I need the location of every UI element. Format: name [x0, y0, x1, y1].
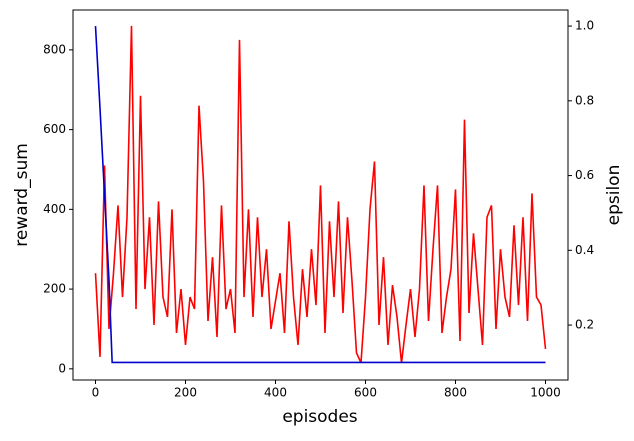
- x-axis-label: episodes: [282, 407, 357, 427]
- y-tick-label: 200: [43, 282, 66, 296]
- y-tick-label: 0: [58, 361, 66, 375]
- y-axis-label: reward_sum: [12, 143, 32, 247]
- y2-axis-label: epsilon: [604, 165, 624, 226]
- y2-tick-label: 0.8: [575, 93, 594, 107]
- x-tick-label: 0: [92, 386, 100, 400]
- plot-frame: [72, 9, 569, 381]
- y2-tick-label: 0.6: [575, 168, 594, 182]
- x-tick-label: 1000: [530, 386, 561, 400]
- x-tick-label: 200: [174, 386, 197, 400]
- y2-tick-label: 0.2: [575, 318, 594, 332]
- y2-tick-label: 0.4: [575, 243, 594, 257]
- y-tick-label: 600: [43, 122, 66, 136]
- data-line: [94, 26, 546, 364]
- y2-tick-label: 1.0: [575, 19, 594, 33]
- x-tick-label: 800: [444, 386, 467, 400]
- y-tick-label: 400: [43, 202, 66, 216]
- x-tick-label: 600: [354, 386, 377, 400]
- data-line: [94, 25, 547, 364]
- y-tick-label: 800: [43, 42, 66, 56]
- x-tick-label: 400: [264, 386, 287, 400]
